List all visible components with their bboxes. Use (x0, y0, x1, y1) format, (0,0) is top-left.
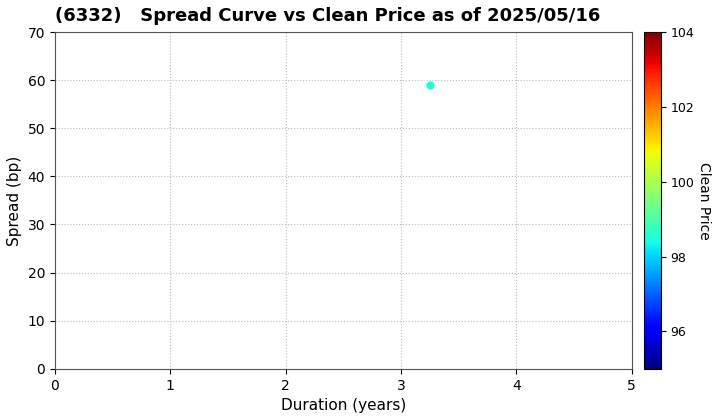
X-axis label: Duration (years): Duration (years) (281, 398, 406, 413)
Y-axis label: Clean Price: Clean Price (697, 162, 711, 239)
Point (424, 81, 436, 88)
Text: (6332)   Spread Curve vs Clean Price as of 2025/05/16: (6332) Spread Curve vs Clean Price as of… (55, 7, 600, 25)
Y-axis label: Spread (bp): Spread (bp) (7, 155, 22, 246)
